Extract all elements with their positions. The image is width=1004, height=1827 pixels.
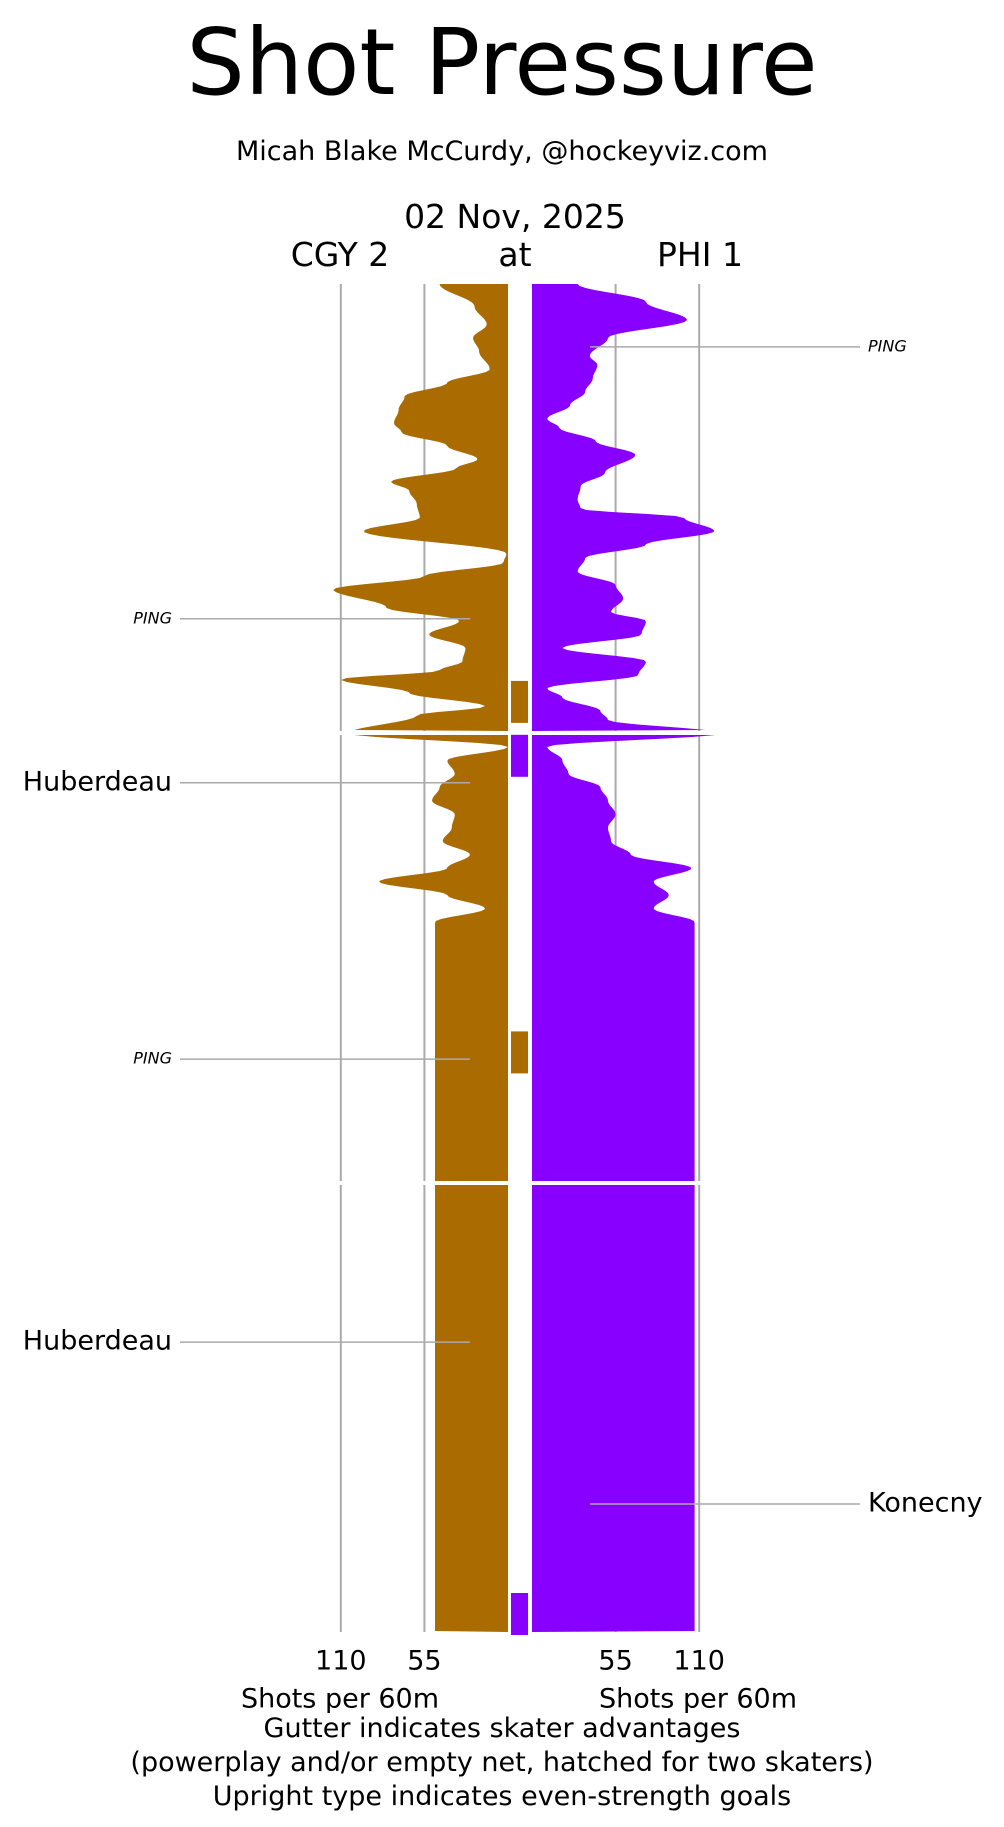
annotation-label-6: Konecny [868,1487,983,1518]
at-label: at [498,235,532,274]
home-team-label: PHI 1 [657,235,743,274]
game-date: 02 Nov, 2025 [404,197,626,236]
area-away-period-2 [354,735,508,1181]
tick-label-55-away: 55 [407,1646,441,1677]
gutter-mark-4 [511,1593,528,1635]
annotation-label-2: PING [133,608,172,627]
footer-line-3: Upright type indicates even-strength goa… [212,1781,792,1812]
annotation-label-3: Huberdeau [23,766,172,797]
area-home-period-3 [532,1185,695,1632]
area-home-period-2 [532,735,716,1181]
annotation-label-4: PING [133,1049,172,1068]
tick-label-55-home: 55 [598,1646,632,1677]
annotation-label-1: PING [868,336,907,355]
area-away-period-3 [435,1185,508,1632]
footer-line-1: Gutter indicates skater advantages [263,1713,741,1744]
gutter-layer [511,680,528,1635]
area-layer [333,284,716,1632]
annotation-label-5: Huberdeau [23,1326,172,1357]
annotation-layer: PING PING Huberdeau PING Huberdeau Konecny [23,336,983,1518]
footer-line-2: (powerplay and/or empty net, hatched for… [130,1747,874,1778]
gutter-mark-1 [511,680,528,723]
axis-layer: 110 110 55 55 Shots per 60m Shots per 60m [241,1646,797,1715]
tick-label-110-home: 110 [673,1646,725,1677]
chart-title: Shot Pressure [186,9,818,116]
away-team-label: CGY 2 [290,235,390,274]
x-axis-label-home: Shots per 60m [599,1684,797,1715]
chart-subtitle: Micah Blake McCurdy, @hockeyviz.com [236,136,768,167]
area-away-period-1 [333,284,508,731]
x-axis-label-away: Shots per 60m [241,1684,439,1715]
tick-label-110-away: 110 [315,1646,367,1677]
gutter-mark-3 [511,1031,528,1074]
gutter-mark-2 [511,734,528,777]
area-home-period-1 [532,284,714,731]
